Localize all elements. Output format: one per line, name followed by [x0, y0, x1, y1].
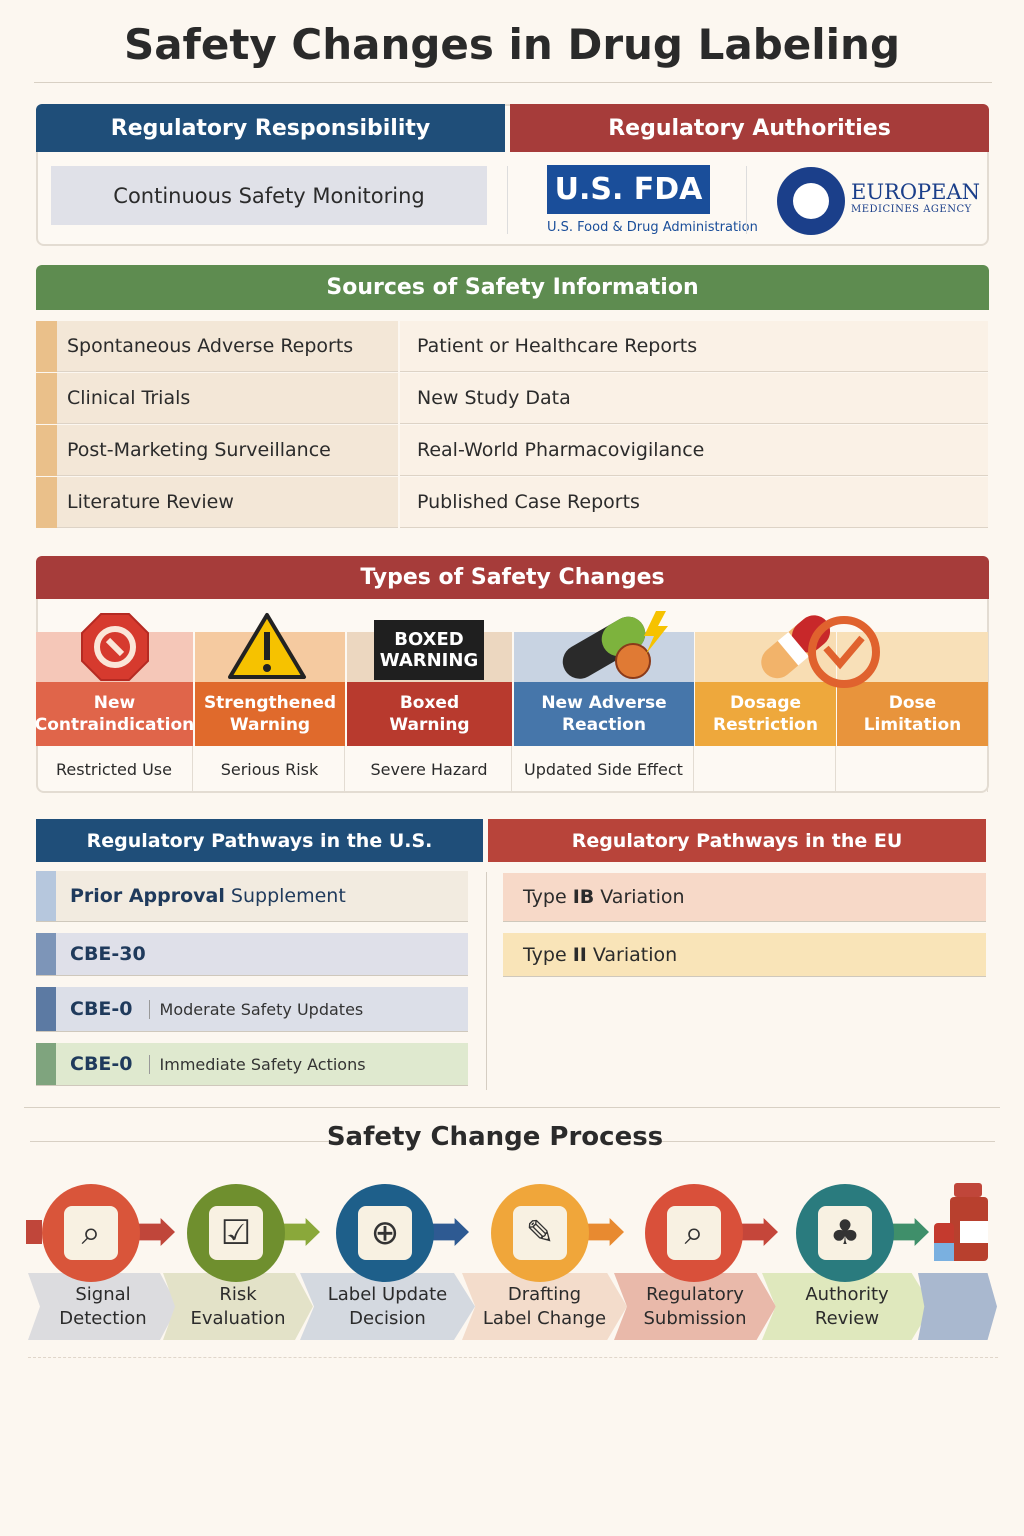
flow-arrow-icon [588, 1218, 624, 1246]
pill-lightning-icon [548, 606, 678, 685]
type-4-desc [695, 746, 836, 792]
regulatory-responsibility-header: Regulatory Responsibility [36, 104, 505, 152]
source-name: Literature Review [67, 491, 234, 513]
flow-arrow-icon [742, 1218, 778, 1246]
ema-name-line1: EUROPEAN [851, 180, 981, 204]
stop-sign-icon [80, 612, 150, 686]
us-pathway-item: CBE-0 Immediate Safety Actions [36, 1043, 468, 1086]
source-name: Post-Marketing Surveillance [67, 439, 331, 461]
type-4-label: Dosage Restriction [695, 682, 836, 746]
ema-logo-icon [777, 167, 845, 235]
type-3-desc: Updated Side Effect [514, 746, 694, 792]
us-pathway-item: CBE-30 [36, 933, 468, 976]
boxed-warning-icon: BOXED WARNING [374, 620, 484, 680]
flow-arrow-icon [893, 1218, 929, 1246]
source-row: Clinical Trials [36, 373, 398, 424]
source-detail: Published Case Reports [417, 491, 640, 513]
types-header: Types of Safety Changes [36, 556, 989, 599]
ema-name-line2: MEDICINES AGENCY [851, 204, 972, 215]
us-pathway-item: Prior Approval Supplement [36, 871, 468, 922]
type-5-label: Dose Limitation [837, 682, 988, 746]
source-row: Post-Marketing Surveillance [36, 425, 398, 476]
boxed-badge-line2: WARNING [379, 650, 479, 671]
calculator-magnifier-icon: ⌕ [645, 1184, 743, 1282]
magnifier-signal-icon: ⌕ [42, 1184, 140, 1282]
sources-header: Sources of Safety Information [36, 265, 989, 310]
type-0-label: New Contraindication [35, 682, 194, 746]
step-5-label: Authority Review [762, 1273, 932, 1340]
type-1-desc: Serious Risk [195, 746, 345, 792]
fda-name: U.S. Food & Drug Administration [547, 220, 758, 235]
source-stripe [36, 321, 57, 372]
flow-arrow-icon [433, 1218, 469, 1246]
clock-limit-icon [804, 612, 884, 696]
source-name: Spontaneous Adverse Reports [67, 335, 354, 357]
source-stripe [36, 477, 57, 528]
capsule-icon [750, 606, 840, 690]
source-detail: Real-World Pharmacovigilance [417, 439, 705, 461]
source-stripe [36, 373, 57, 424]
step-4-label: Regulatory Submission [614, 1273, 776, 1340]
boxed-badge-line1: BOXED [394, 629, 464, 650]
step-1-label: Risk Evaluation [163, 1273, 313, 1340]
clipboard-checklist-icon: ☑ [187, 1184, 285, 1282]
flow-arrow-icon [284, 1218, 320, 1246]
eu-pathway-item: Type II Variation [503, 933, 986, 977]
source-name: Clinical Trials [67, 387, 191, 409]
warning-triangle-icon [227, 612, 307, 684]
medicine-bottles-icon [932, 1183, 992, 1263]
source-row: Literature Review [36, 477, 398, 528]
source-stripe [36, 425, 57, 476]
continuous-monitoring-item: Continuous Safety Monitoring [51, 166, 487, 225]
step-0-label: Signal Detection [28, 1273, 178, 1340]
type-2-label: Boxed Warning [347, 682, 512, 746]
regulatory-authorities-header: Regulatory Authorities [510, 104, 989, 152]
step-end-chevron [918, 1273, 997, 1340]
type-1-label: Strengthened Warning [195, 682, 345, 746]
divider [34, 82, 992, 83]
bottles-plant-icon: ♣ [796, 1184, 894, 1282]
eu-pathway-item: Type IB Variation [503, 873, 986, 922]
document-pencil-icon: ✎ [491, 1184, 589, 1282]
eu-pathways-header: Regulatory Pathways in the EU [488, 819, 986, 862]
step-3-label: Drafting Label Change [462, 1273, 627, 1340]
flow-arrow-icon [139, 1218, 175, 1246]
type-5-desc [837, 746, 988, 792]
page-title: Safety Changes in Drug Labeling [123, 20, 901, 69]
source-detail: New Study Data [417, 387, 571, 409]
fda-logo: U.S. FDA [547, 165, 710, 214]
source-row: Spontaneous Adverse Reports [36, 321, 398, 372]
us-pathway-item: CBE-0 Moderate Safety Updates [36, 987, 468, 1032]
type-2-desc: Severe Hazard [347, 746, 512, 792]
process-header: Safety Change Process [326, 1122, 664, 1152]
type-0-desc: Restricted Use [36, 746, 193, 792]
us-pathways-header: Regulatory Pathways in the U.S. [36, 819, 483, 862]
step-2-label: Label Update Decision [300, 1273, 475, 1340]
source-detail: Patient or Healthcare Reports [417, 335, 698, 357]
type-3-label: New Adverse Reaction [514, 682, 694, 746]
document-globe-icon: ⊕ [336, 1184, 434, 1282]
